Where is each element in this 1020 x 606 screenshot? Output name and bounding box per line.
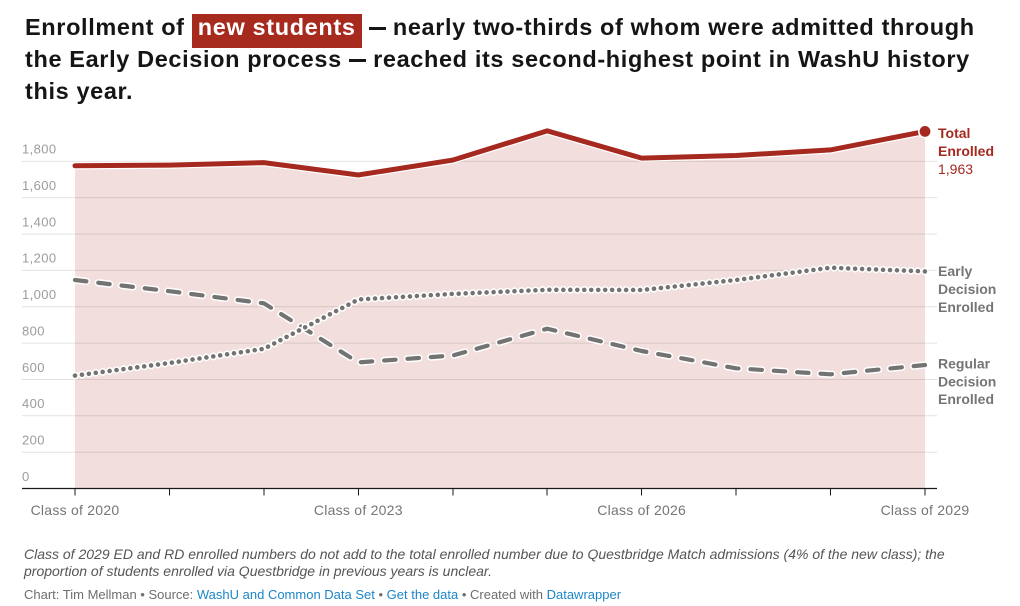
svg-text:Class of 2029: Class of 2029 — [881, 502, 970, 518]
svg-text:Decision: Decision — [938, 374, 996, 390]
svg-text:1,600: 1,600 — [22, 178, 57, 193]
svg-text:600: 600 — [22, 360, 45, 375]
svg-text:Regular: Regular — [938, 356, 991, 372]
svg-text:1,200: 1,200 — [22, 251, 57, 266]
svg-text:1,963: 1,963 — [938, 161, 973, 177]
svg-text:Class of 2020: Class of 2020 — [31, 502, 120, 518]
svg-text:Class of 2026: Class of 2026 — [597, 502, 686, 518]
svg-text:Enrolled: Enrolled — [938, 299, 994, 315]
svg-text:Early: Early — [938, 263, 972, 279]
svg-text:1,000: 1,000 — [22, 287, 57, 302]
svg-text:1,800: 1,800 — [22, 142, 57, 157]
svg-text:200: 200 — [22, 433, 45, 448]
svg-text:Enrolled: Enrolled — [938, 391, 994, 407]
svg-text:Enrolled: Enrolled — [938, 143, 994, 159]
svg-text:800: 800 — [22, 323, 45, 338]
svg-text:0: 0 — [22, 469, 30, 484]
svg-text:Class of 2023: Class of 2023 — [314, 502, 403, 518]
svg-text:1,400: 1,400 — [22, 214, 57, 229]
svg-text:Decision: Decision — [938, 281, 996, 297]
svg-text:Total: Total — [938, 125, 970, 141]
svg-text:400: 400 — [22, 396, 45, 411]
